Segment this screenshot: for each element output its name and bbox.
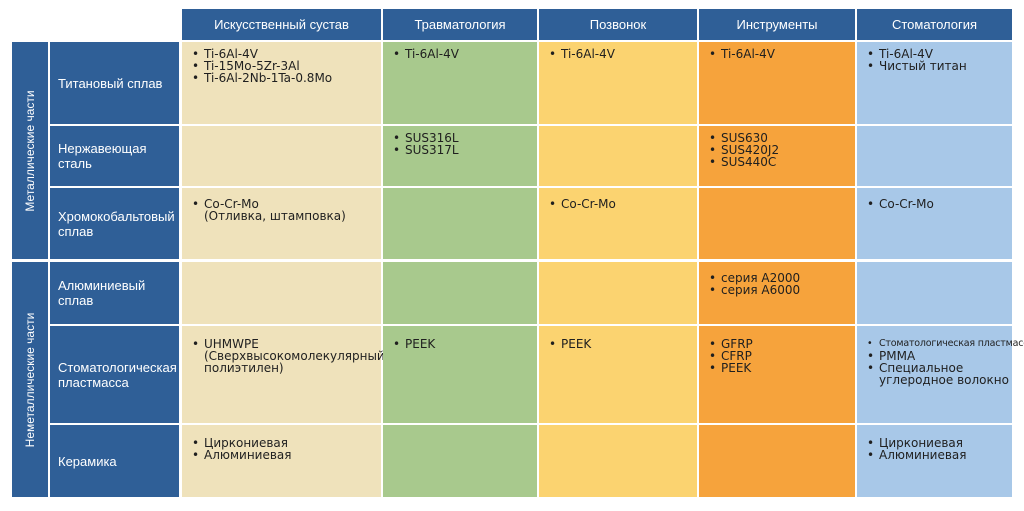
header-dentistry: Стоматология bbox=[857, 9, 1012, 40]
list-item-continued: (Сверхвысокомолекулярный bbox=[204, 349, 385, 363]
cell-ceramics-trauma bbox=[383, 425, 537, 497]
list-item: PEEK bbox=[393, 338, 529, 350]
list-item: Циркониевая bbox=[192, 437, 373, 449]
cell-steel-trauma: SUS316L SUS317L bbox=[383, 126, 537, 186]
cell-steel-joint bbox=[182, 126, 381, 186]
list-item: Co-Cr-Mo bbox=[867, 198, 1004, 210]
list-item: Co-Cr-Mo bbox=[549, 198, 689, 210]
row-label-aluminum: Алюминиевый сплав bbox=[50, 262, 179, 324]
cell-plastic-dental: Стоматологическая пластмасса PMMA Специа… bbox=[857, 326, 1024, 423]
list-item: Циркониевая bbox=[867, 437, 1004, 449]
cell-steel-dental bbox=[857, 126, 1012, 186]
cell-plastic-trauma: PEEK bbox=[383, 326, 537, 423]
list-item: PMMA bbox=[867, 350, 1010, 362]
list-item-continued: полиэтилен) bbox=[204, 361, 284, 375]
list-item: Стоматологическая пластмасса bbox=[867, 338, 1024, 350]
row-label-stainless-steel: Нержавеющая сталь bbox=[50, 126, 179, 186]
row-label-dental-plastic: Стоматологическая пластмасса bbox=[50, 326, 179, 423]
cell-aluminum-spine bbox=[539, 262, 697, 324]
cell-ceramics-spine bbox=[539, 425, 697, 497]
cell-aluminum-trauma bbox=[383, 262, 537, 324]
group-nonmetal-parts: Неметаллические части bbox=[12, 262, 48, 497]
header-traumatology: Травматология bbox=[383, 9, 537, 40]
list-item: Ti-6Al-4V bbox=[867, 48, 1004, 60]
list-item: серия A2000 bbox=[709, 272, 847, 284]
row-label-cobalt-chrome: Хромокобальтовый сплав bbox=[50, 188, 179, 259]
list-item: Ti-6Al-4V bbox=[192, 48, 373, 60]
header-artificial-joint: Искусственный сустав bbox=[182, 9, 381, 40]
cell-titanium-spine: Ti-6Al-4V bbox=[539, 42, 697, 124]
list-item: PEEK bbox=[709, 362, 847, 374]
list-item: Чистый титан bbox=[867, 60, 1004, 72]
list-item: Co-Cr-Mo bbox=[192, 198, 373, 210]
list-item: Специальное bbox=[867, 362, 1010, 374]
list-item: SUS440C bbox=[709, 156, 847, 168]
list-item: Ti-6Al-4V bbox=[709, 48, 847, 60]
list-item: Ti-6Al-4V bbox=[549, 48, 689, 60]
list-item: Ti-15Mo-5Zr-3Al bbox=[192, 60, 373, 72]
cell-titanium-joint: Ti-6Al-4V Ti-15Mo-5Zr-3Al Ti-6Al-2Nb-1Ta… bbox=[182, 42, 381, 124]
cell-steel-spine bbox=[539, 126, 697, 186]
list-item: GFRP bbox=[709, 338, 847, 350]
cell-plastic-instruments: GFRP CFRP PEEK bbox=[699, 326, 855, 423]
group-nonmetal-label: Неметаллические части bbox=[23, 312, 37, 447]
list-item-continued: (Отливка, штамповка) bbox=[204, 209, 346, 223]
list-item: PEEK bbox=[549, 338, 689, 350]
cell-titanium-dental: Ti-6Al-4V Чистый титан bbox=[857, 42, 1012, 124]
row-label-ceramics: Керамика bbox=[50, 425, 179, 497]
cell-cocr-instruments bbox=[699, 188, 855, 259]
row-label-titanium: Титановый сплав bbox=[50, 42, 179, 124]
list-item: Ti-6Al-2Nb-1Ta-0.8Mo bbox=[192, 72, 373, 84]
list-item: Алюминиевая bbox=[192, 449, 373, 461]
list-item-continued: углеродное волокно bbox=[879, 373, 1009, 387]
group-metal-label: Металлические части bbox=[23, 89, 37, 212]
cell-cocr-spine: Co-Cr-Mo bbox=[539, 188, 697, 259]
cell-ceramics-instruments bbox=[699, 425, 855, 497]
cell-titanium-trauma: Ti-6Al-4V bbox=[383, 42, 537, 124]
list-item: SUS317L bbox=[393, 144, 529, 156]
cell-aluminum-joint bbox=[182, 262, 381, 324]
list-item: SUS630 bbox=[709, 132, 847, 144]
list-item: Ti-6Al-4V bbox=[393, 48, 529, 60]
cell-ceramics-joint: Циркониевая Алюминиевая bbox=[182, 425, 381, 497]
header-instruments: Инструменты bbox=[699, 9, 855, 40]
list-item: SUS420J2 bbox=[709, 144, 847, 156]
cell-plastic-joint: UHMWPE (Сверхвысокомолекулярный полиэтил… bbox=[182, 326, 385, 423]
cell-cocr-trauma bbox=[383, 188, 537, 259]
cell-aluminum-instruments: серия A2000 серия A6000 bbox=[699, 262, 855, 324]
list-item: Алюминиевая bbox=[867, 449, 1004, 461]
cell-titanium-instruments: Ti-6Al-4V bbox=[699, 42, 855, 124]
cell-steel-instruments: SUS630 SUS420J2 SUS440C bbox=[699, 126, 855, 186]
cell-cocr-dental: Co-Cr-Mo bbox=[857, 188, 1012, 259]
header-spine: Позвонок bbox=[539, 9, 697, 40]
cell-plastic-spine: PEEK bbox=[539, 326, 697, 423]
cell-aluminum-dental bbox=[857, 262, 1012, 324]
list-item: UHMWPE bbox=[192, 338, 373, 350]
list-item: серия A6000 bbox=[709, 284, 847, 296]
group-metal-parts: Металлические части bbox=[12, 42, 48, 259]
list-item: CFRP bbox=[709, 350, 847, 362]
list-item: SUS316L bbox=[393, 132, 529, 144]
cell-cocr-joint: Co-Cr-Mo (Отливка, штамповка) bbox=[182, 188, 381, 259]
cell-ceramics-dental: Циркониевая Алюминиевая bbox=[857, 425, 1012, 497]
